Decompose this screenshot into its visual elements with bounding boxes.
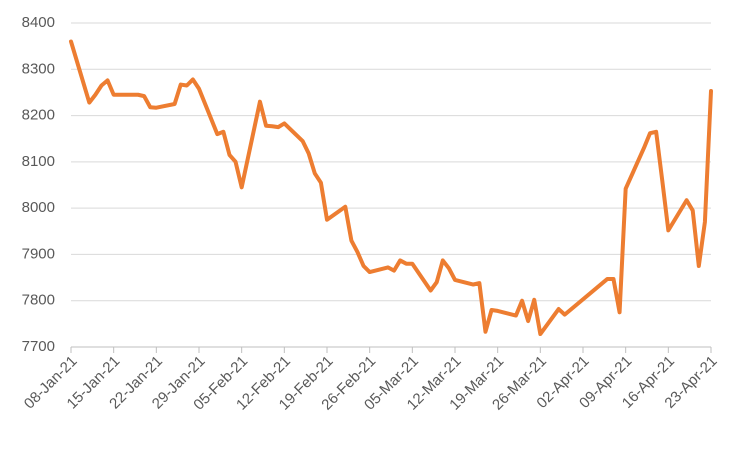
y-tick-label: 8100 — [22, 153, 55, 170]
y-tick-label: 8300 — [22, 60, 55, 77]
y-tick-label: 8200 — [22, 107, 55, 124]
y-tick-label: 7700 — [22, 338, 55, 355]
y-tick-label: 7900 — [22, 245, 55, 262]
y-tick-label: 8000 — [22, 199, 55, 216]
line-series — [69, 39, 713, 337]
y-tick-label: 8400 — [22, 14, 55, 31]
y-tick-label: 7800 — [22, 292, 55, 309]
